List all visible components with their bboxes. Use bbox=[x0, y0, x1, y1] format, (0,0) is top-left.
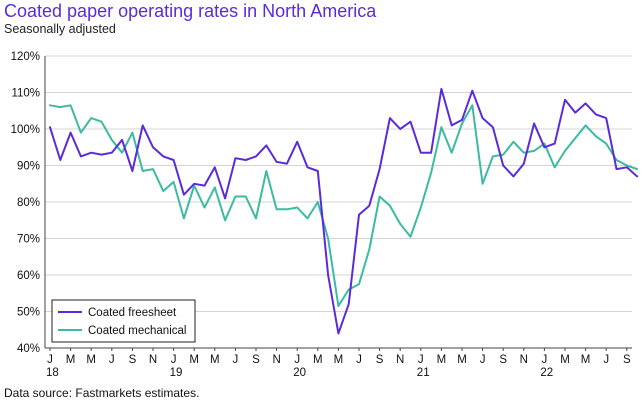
legend-label: Coated freesheet bbox=[88, 307, 177, 319]
y-tick-label: 40% bbox=[17, 343, 40, 355]
x-tick-label: M bbox=[560, 354, 570, 366]
x-tick-label: S bbox=[623, 354, 631, 366]
x-tick-label: M bbox=[581, 354, 591, 366]
x-tick-label: S bbox=[499, 354, 507, 366]
chart-subtitle: Seasonally adjusted bbox=[4, 22, 116, 36]
x-tick-label: J bbox=[109, 354, 115, 366]
x-tick-label: J bbox=[356, 354, 362, 366]
x-tick-label: M bbox=[457, 354, 467, 366]
y-tick-label: 80% bbox=[17, 197, 40, 209]
data-source-note: Data source: Fastmarkets estimates. bbox=[4, 386, 200, 400]
year-label: 20 bbox=[293, 367, 306, 379]
x-tick-label: N bbox=[520, 354, 528, 366]
series-line-coated-freesheet bbox=[49, 87, 639, 335]
y-tick-label: 100% bbox=[11, 124, 40, 136]
legend-box bbox=[51, 299, 196, 343]
chart-title: Coated paper operating rates in North Am… bbox=[4, 1, 377, 21]
x-tick-label: M bbox=[334, 354, 344, 366]
legend: Coated freesheet Coated mechanical bbox=[51, 299, 196, 343]
x-axis: J M M J S N J M M J S N J M M J S N J M M J S N J M M J S18 19 20 21 22 bbox=[45, 347, 632, 379]
x-tick-label: J bbox=[233, 354, 239, 366]
x-tick-label: M bbox=[66, 354, 76, 366]
y-tick-label: 90% bbox=[17, 161, 40, 173]
series-line-coated-mechanical bbox=[49, 104, 639, 307]
y-tick-label: 120% bbox=[11, 51, 40, 63]
y-tick-label: 50% bbox=[17, 307, 40, 319]
x-tick-label: M bbox=[313, 354, 323, 366]
x-tick-label: J bbox=[418, 354, 424, 366]
y-tick-label: 60% bbox=[17, 270, 40, 282]
y-tick-label: 110% bbox=[11, 88, 40, 100]
legend-label: Coated mechanical bbox=[88, 325, 186, 337]
x-tick-label: J bbox=[47, 354, 53, 366]
year-label: 18 bbox=[46, 367, 59, 379]
x-tick-label: J bbox=[542, 354, 548, 366]
x-tick-label: M bbox=[86, 354, 96, 366]
year-label: 19 bbox=[170, 367, 183, 379]
x-tick-label: J bbox=[603, 354, 609, 366]
x-tick-label: N bbox=[272, 354, 280, 366]
x-tick-label: N bbox=[396, 354, 404, 366]
year-label: 22 bbox=[540, 367, 553, 379]
x-tick-label: J bbox=[294, 354, 300, 366]
x-tick-label: J bbox=[171, 354, 177, 366]
x-tick-label: S bbox=[252, 354, 260, 366]
year-label: 21 bbox=[417, 367, 430, 379]
x-tick-label: M bbox=[210, 354, 220, 366]
y-tick-label: 70% bbox=[17, 234, 40, 246]
x-tick-label: N bbox=[149, 354, 157, 366]
x-tick-label: S bbox=[129, 354, 137, 366]
x-tick-label: M bbox=[189, 354, 199, 366]
x-tick-label: S bbox=[376, 354, 384, 366]
x-tick-label: M bbox=[437, 354, 447, 366]
series-lines bbox=[49, 87, 639, 335]
y-axis: 40% 50% 60% 70% 80% 90% 100% 110% 120% bbox=[11, 51, 46, 355]
x-tick-label: J bbox=[480, 354, 486, 366]
